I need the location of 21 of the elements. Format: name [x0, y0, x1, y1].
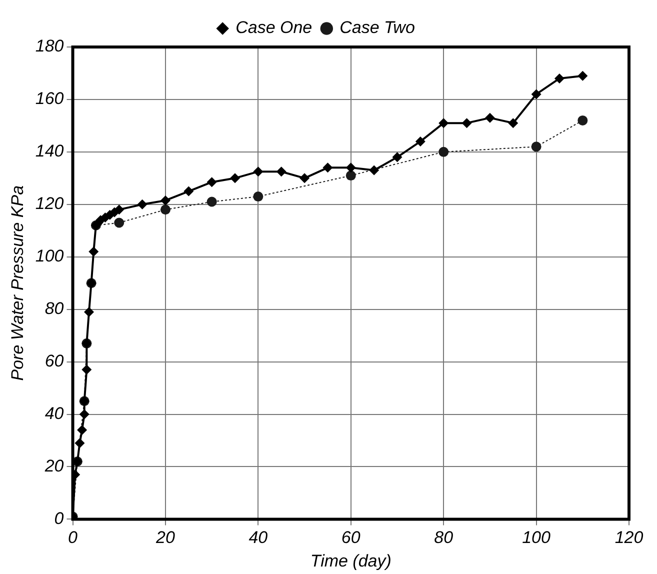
y-tick-label: 100 — [35, 246, 64, 266]
y-tick-label: 180 — [35, 36, 64, 56]
y-axis-title: Pore Water Pressure KPa — [8, 185, 27, 381]
x-tick-label: 20 — [155, 528, 176, 548]
x-tick-label: 120 — [614, 528, 644, 548]
y-tick-label: 20 — [44, 456, 64, 476]
y-tick-label: 40 — [44, 404, 64, 423]
y-tick-label: 160 — [35, 89, 64, 108]
x-tick-label: 40 — [248, 528, 268, 548]
y-tick-label: 60 — [44, 352, 64, 371]
x-tick-label: 100 — [522, 528, 552, 548]
y-tick-label: 120 — [35, 194, 64, 214]
x-tick-label: 0 — [68, 528, 78, 548]
legend-label: Case One — [236, 18, 312, 38]
x-tick-label: 80 — [434, 528, 454, 548]
y-tick-label: 0 — [54, 508, 64, 528]
legend-label: Case Two — [340, 18, 415, 38]
x-axis-title: Time (day) — [310, 552, 392, 571]
y-tick-label: 80 — [44, 299, 64, 318]
y-tick-label: 140 — [35, 142, 64, 161]
x-tick-label: 60 — [341, 528, 361, 548]
